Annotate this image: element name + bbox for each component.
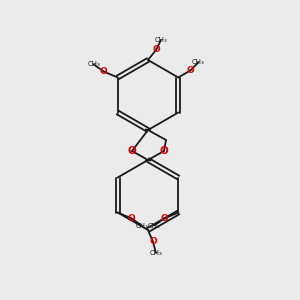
Text: O: O (186, 66, 194, 75)
Text: O: O (100, 67, 108, 76)
Text: O: O (128, 146, 136, 156)
Text: CH₃: CH₃ (150, 250, 162, 256)
Text: O: O (152, 46, 160, 55)
Text: CH₃: CH₃ (148, 223, 161, 229)
Text: CH₃: CH₃ (87, 61, 100, 68)
Text: O: O (160, 214, 168, 223)
Text: O: O (160, 146, 168, 156)
Text: CH₃: CH₃ (154, 37, 167, 43)
Text: CH₃: CH₃ (135, 223, 148, 229)
Text: O: O (149, 238, 157, 247)
Text: O: O (128, 214, 136, 223)
Text: CH₃: CH₃ (192, 59, 205, 65)
